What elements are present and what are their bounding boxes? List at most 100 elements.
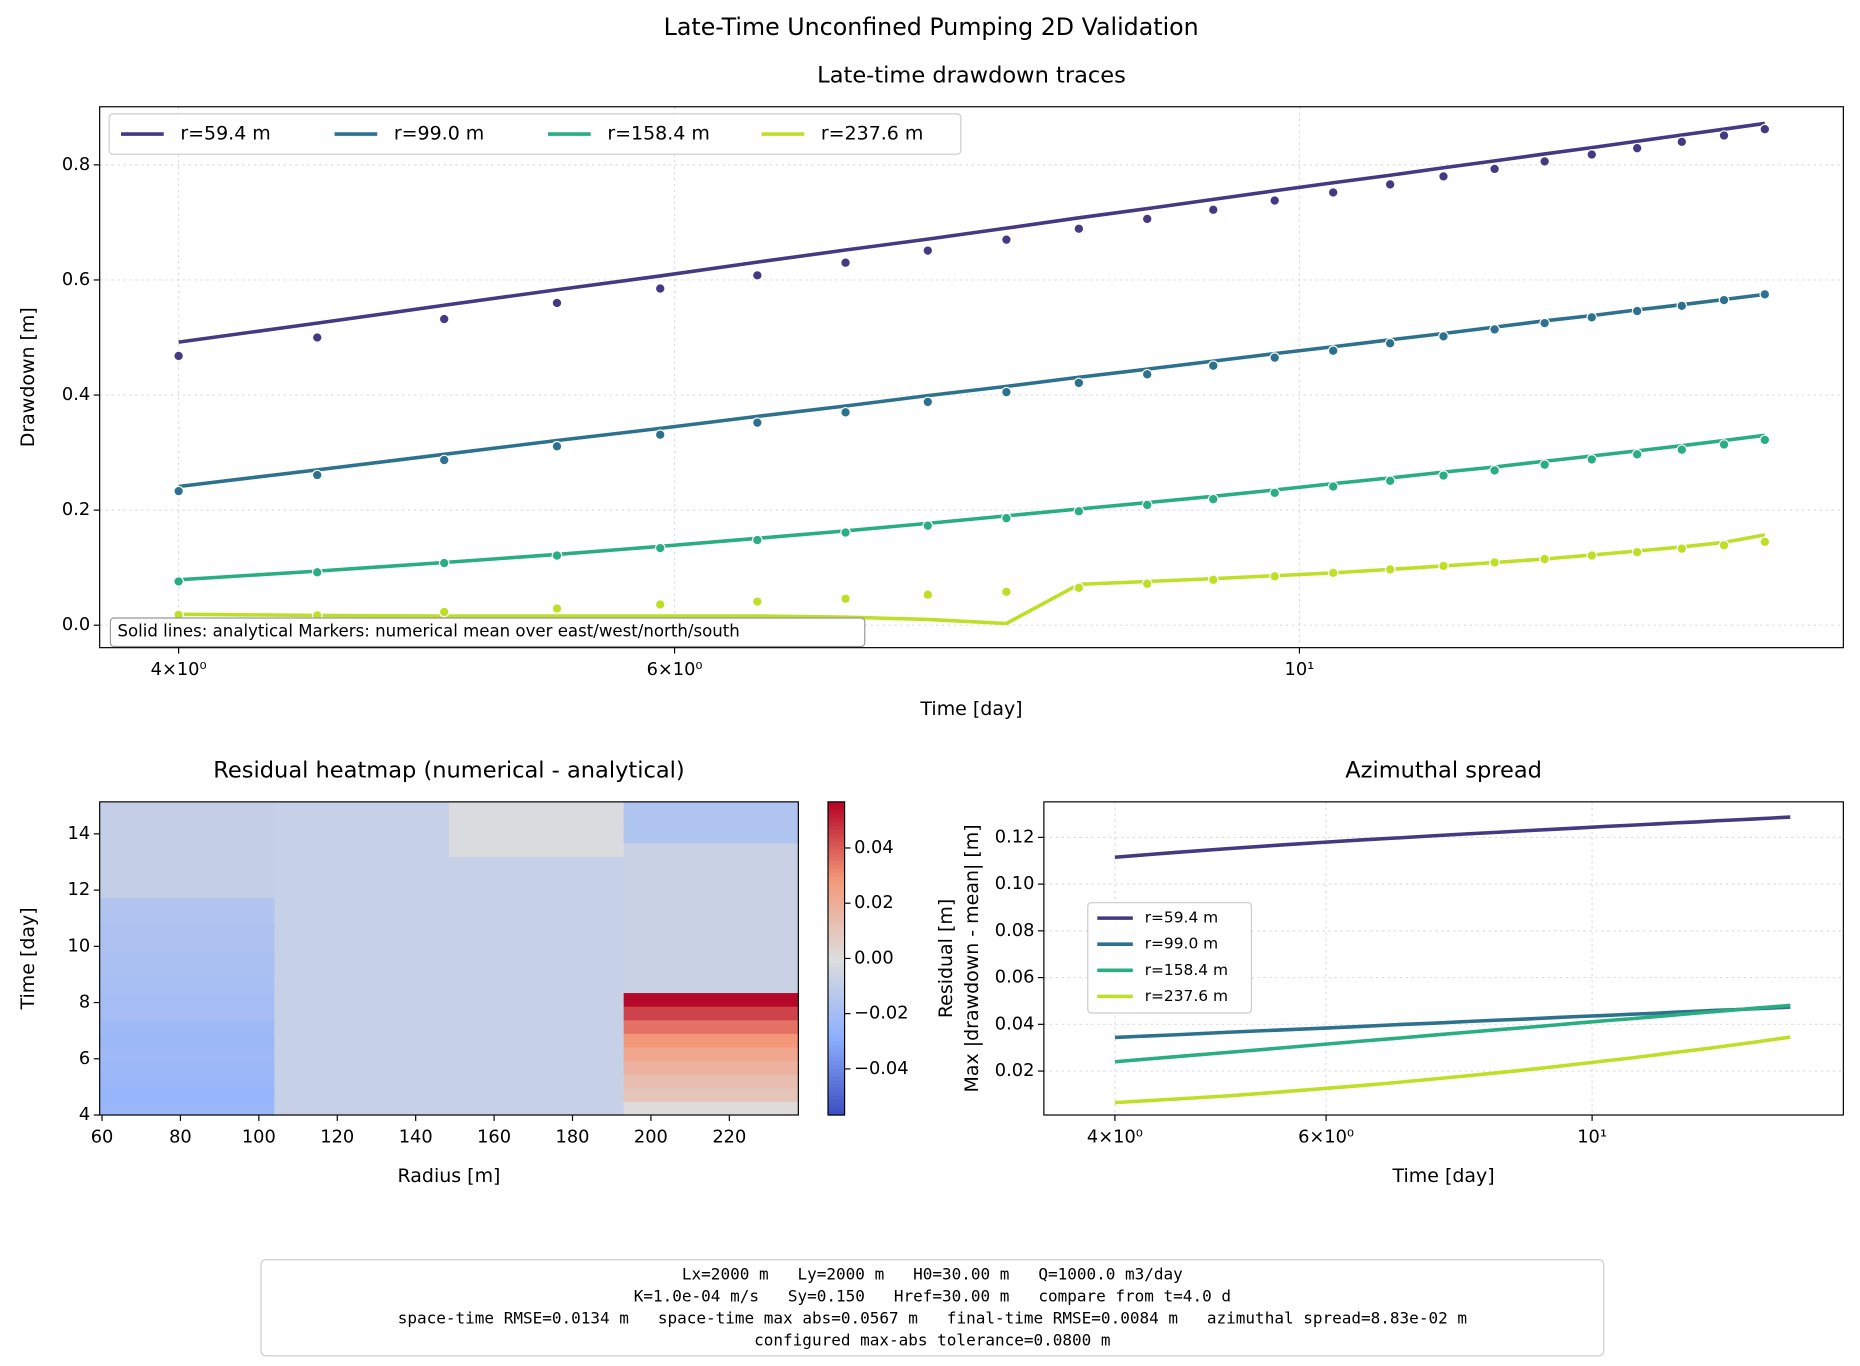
heatmap-cell	[623, 938, 799, 953]
colorbar-strip	[827, 1095, 845, 1100]
heatmap-cell	[623, 978, 799, 994]
legend-label: r=158.4 m	[607, 123, 710, 145]
colorbar-strip	[827, 1005, 845, 1010]
colorbar-strip	[827, 970, 845, 975]
heatmap-cell	[449, 883, 625, 898]
numerical-marker	[1141, 499, 1153, 511]
colorbar-strip	[827, 1052, 845, 1057]
heatmap-cell	[99, 1033, 275, 1048]
colorbar-strip	[827, 1064, 845, 1069]
heatmap-cell	[99, 1101, 275, 1116]
numerical-marker	[1586, 550, 1598, 561]
info-line: Lx=2000 m Ly=2000 m H0=30.00 m Q=1000.0 …	[682, 1265, 1183, 1284]
y-tick-label: 0.10	[995, 873, 1035, 894]
numerical-marker	[438, 557, 450, 569]
heatmap-cell	[449, 951, 625, 966]
numerical-marker	[1438, 171, 1449, 182]
heatmap-cell	[623, 965, 799, 980]
numerical-marker	[1539, 553, 1550, 565]
heatmap-cell	[99, 897, 275, 912]
numerical-marker	[173, 576, 184, 587]
figure-title: Late-Time Unconfined Pumping 2D Validati…	[664, 13, 1199, 41]
heatmap-cell	[99, 1019, 275, 1034]
numerical-marker	[922, 520, 934, 532]
heatmap-cell	[99, 1006, 275, 1021]
heatmap-cell	[449, 978, 625, 994]
numerical-marker	[1676, 300, 1688, 312]
x-tick-label: 100	[242, 1127, 276, 1148]
numerical-marker	[1631, 142, 1643, 154]
numerical-marker	[1269, 487, 1281, 499]
heatmap-cell	[623, 1033, 799, 1048]
colorbar-strip	[827, 825, 845, 830]
info-line: K=1.0e-04 m/s Sy=0.150 Href=30.00 m comp…	[634, 1287, 1231, 1306]
colorbar-strip	[827, 864, 845, 869]
numerical-marker	[1759, 434, 1771, 446]
y-tick-label: 0.2	[62, 499, 90, 520]
heatmap-cell	[274, 1101, 450, 1116]
colorbar-strip	[827, 1075, 845, 1081]
x-tick-label: 180	[556, 1127, 590, 1148]
colorbar-strip	[827, 938, 845, 944]
colorbar-strip	[827, 1044, 845, 1050]
numerical-marker	[1141, 368, 1153, 380]
x-axis-label: Time [day]	[1392, 1165, 1495, 1187]
colorbar-tick-label: 0.00	[854, 947, 894, 968]
heatmap-cell	[623, 801, 799, 817]
x-tick-label: 120	[320, 1127, 354, 1148]
heatmap-cell	[274, 856, 450, 871]
colorbar-strip	[827, 985, 845, 991]
legend-label: r=158.4 m	[1145, 961, 1228, 979]
numerical-marker	[1438, 470, 1449, 481]
series-line	[1114, 1035, 1791, 1105]
y-axis-label: Max |drawdown - mean| [m]	[961, 824, 983, 1092]
numerical-marker	[1207, 204, 1219, 216]
colorbar-strip	[827, 1091, 845, 1097]
numerical-marker	[752, 417, 763, 428]
numerical-marker	[1718, 539, 1730, 551]
heatmap-cell	[449, 1087, 625, 1102]
heatmap-cell	[274, 938, 450, 953]
heatmap-cell	[274, 829, 450, 844]
heatmap-cell	[274, 897, 450, 912]
heatmap-cell	[99, 801, 275, 817]
colorbar-strip	[827, 848, 845, 854]
legend-label: r=59.4 m	[1145, 909, 1218, 927]
colorbar-strip	[827, 868, 845, 873]
heatmap-cell	[623, 924, 799, 939]
colorbar-strip	[827, 813, 845, 819]
x-tick-label: 10¹	[1285, 659, 1315, 680]
numerical-marker	[1327, 187, 1339, 198]
x-tick-label: 200	[634, 1127, 668, 1148]
heatmap-cell	[274, 842, 450, 857]
annotation: Solid lines: analytical Markers: numeric…	[117, 622, 739, 641]
x-tick-label: 80	[169, 1127, 192, 1148]
colorbar-strip	[827, 1103, 845, 1108]
plot-frame	[99, 106, 1844, 649]
y-tick-label: 0.08	[995, 920, 1035, 941]
numerical-marker	[840, 593, 851, 605]
colorbar-strip	[827, 856, 845, 862]
colorbar-strip	[827, 923, 845, 928]
numerical-marker	[1269, 570, 1281, 582]
colorbar-strip	[827, 1060, 845, 1065]
axis-title: Azimuthal spread	[1345, 758, 1542, 784]
numerical-marker	[311, 469, 323, 481]
colorbar-strip	[827, 833, 845, 838]
heatmap-cell	[274, 992, 450, 1007]
numerical-marker	[840, 257, 851, 269]
numerical-marker	[1073, 223, 1085, 235]
colorbar-strip	[827, 946, 845, 952]
colorbar-strip	[827, 903, 845, 909]
colorbar-strip	[827, 801, 845, 807]
colorbar-strip	[827, 840, 845, 846]
heatmap-cell	[99, 869, 275, 885]
numerical-marker	[1586, 149, 1598, 160]
heatmap-cell	[449, 815, 625, 830]
heatmap-cell	[274, 801, 450, 817]
colorbar-strip	[827, 852, 845, 858]
numerical-marker	[1327, 345, 1339, 357]
numerical-marker	[1327, 567, 1339, 579]
colorbar-strip	[827, 1024, 845, 1030]
heatmap-cell	[449, 801, 625, 817]
